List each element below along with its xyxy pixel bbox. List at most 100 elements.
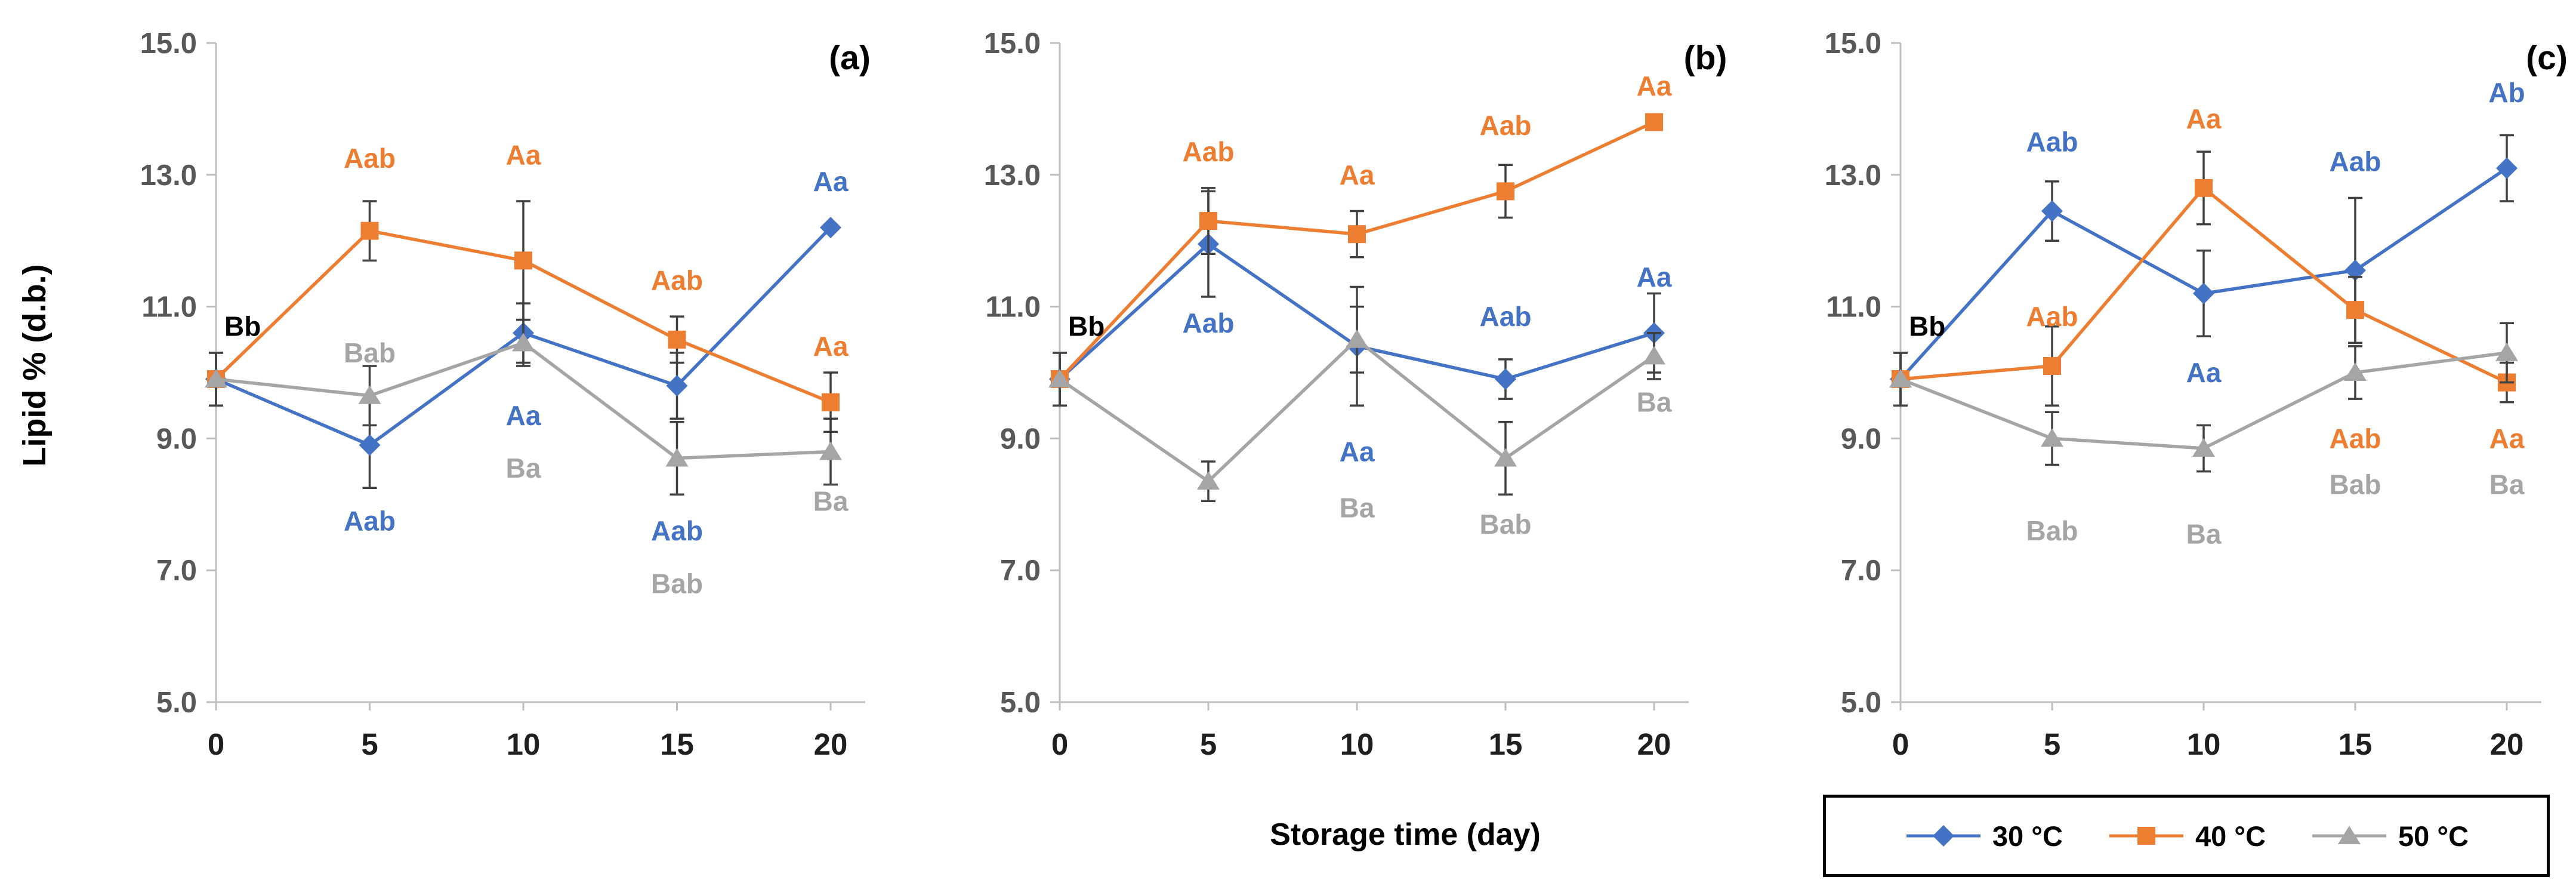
sig-label-Aa: Aa — [1637, 70, 1672, 101]
diamond-marker — [1495, 368, 1516, 390]
x-tick-label-a: 20 — [814, 727, 848, 761]
sig-label-Ba: Ba — [1637, 387, 1672, 418]
sig-label-Aa: Aa — [2186, 357, 2222, 388]
triangle-marker — [819, 441, 842, 460]
diamond-marker — [1932, 825, 1954, 847]
square-marker — [668, 330, 686, 349]
x-tick-label-b: 15 — [1489, 727, 1523, 761]
y-tick-label-a: 9.0 — [156, 423, 197, 455]
triangle-marker — [1494, 448, 1517, 467]
diamond-marker — [2193, 282, 2214, 304]
square-marker — [822, 393, 840, 411]
sig-label-Ba: Ba — [506, 453, 541, 484]
square-marker — [514, 251, 532, 270]
panel-letter-a: (a) — [829, 39, 871, 77]
x-tick-label-c: 5 — [2044, 727, 2060, 761]
sig-label-Aab: Aab — [1183, 307, 1235, 339]
sig-label-Aab: Aab — [2026, 127, 2078, 158]
sig-label-Bab: Bab — [1480, 509, 1532, 540]
x-tick-label-b: 10 — [1340, 727, 1374, 761]
triangle-marker — [1643, 346, 1665, 365]
square-marker — [1497, 182, 1514, 201]
y-tick-label-a: 5.0 — [156, 687, 197, 719]
sig-label-Aa: Aa — [1340, 159, 1375, 190]
sig-label-Ba: Ba — [2489, 469, 2525, 500]
series-40C-panel-a — [207, 200, 840, 433]
sig-label-Aa: Aa — [1637, 262, 1672, 293]
diamond-marker — [820, 217, 841, 239]
y-tick-label-b: 13.0 — [984, 159, 1041, 192]
sig-label-Aa: Aa — [506, 140, 541, 171]
sig-label-Aab: Aab — [2330, 423, 2381, 454]
triangle-marker — [358, 385, 381, 404]
series-50C-panel-b — [1048, 305, 1665, 503]
square-marker — [360, 222, 379, 240]
diamond-marker — [359, 434, 381, 456]
y-tick-label-a: 13.0 — [140, 159, 197, 192]
triangle-marker — [2338, 826, 2361, 844]
diamond-marker — [2496, 157, 2518, 179]
legend-label-40c: 40 °C — [2195, 820, 2266, 852]
y-tick-label-b: 11.0 — [985, 291, 1041, 324]
sig-label-Bb: Bb — [1909, 311, 1945, 342]
triangle-marker — [2192, 438, 2215, 457]
sig-label-Aab: Aab — [651, 264, 703, 296]
diamond-marker-icon — [1906, 825, 1980, 847]
legend-label-50c: 50 °C — [2398, 820, 2469, 852]
sig-label-Bb: Bb — [1068, 311, 1105, 342]
sig-label-Aab: Aab — [2330, 146, 2381, 177]
sig-label-Bab: Bab — [651, 568, 703, 599]
legend-label-30c: 30 °C — [1992, 820, 2063, 852]
legend-item-30c: 30 °C — [1904, 820, 2063, 853]
series-40C-panel-c — [1892, 150, 2516, 407]
diamond-marker — [2344, 259, 2366, 281]
sig-label-Ba: Ba — [813, 485, 849, 516]
y-tick-label-a: 7.0 — [156, 555, 197, 587]
sig-label-Aa: Aa — [2186, 103, 2222, 134]
diamond-marker — [666, 375, 688, 397]
triangle-marker — [2344, 362, 2367, 381]
y-tick-label-b: 9.0 — [1000, 423, 1041, 455]
y-tick-label-c: 13.0 — [1825, 159, 1881, 192]
triangle-marker — [665, 448, 689, 467]
sig-label-Bab: Bab — [2026, 515, 2078, 546]
y-axis-title: Lipid % (d.b.) — [17, 264, 53, 467]
sig-label-Aab: Aab — [344, 505, 396, 536]
sig-label-Ba: Ba — [2186, 518, 2222, 549]
series-50C-panel-c — [1889, 322, 2518, 473]
triangle-marker — [1346, 329, 1368, 348]
panel-letter-c: (c) — [2526, 39, 2568, 77]
square-marker — [1199, 212, 1217, 230]
x-tick-label-c: 20 — [2490, 727, 2524, 761]
x-tick-label-a: 10 — [507, 727, 541, 761]
x-tick-label-b: 0 — [1051, 727, 1068, 761]
triangle-marker — [205, 369, 227, 388]
square-marker-icon — [2109, 827, 2183, 845]
chart-panel-b: 5.0 7.0 9.0 11.0 13.0 15.0 0 5 10 15 20 Bb Aab Aab Aa A… — [984, 27, 1727, 761]
square-marker — [1348, 225, 1366, 244]
triangle-marker — [2495, 342, 2518, 361]
y-tick-label-c: 9.0 — [1841, 423, 1881, 455]
triangle-marker — [2041, 428, 2063, 447]
square-marker — [2043, 356, 2061, 375]
sig-label-Aab: Aab — [1480, 110, 1532, 141]
panel-letter-b: (b) — [1684, 39, 1727, 77]
sig-label-Aab: Aab — [2026, 301, 2078, 332]
sig-label-Aab: Aab — [1480, 301, 1532, 332]
y-tick-label-c: 5.0 — [1841, 687, 1881, 719]
diamond-marker — [2041, 200, 2063, 222]
chart-panel-a: 5.0 7.0 9.0 11.0 13.0 15.0 0 5 10 15 20 Bb Aab Bab Aab… — [140, 27, 871, 761]
x-tick-label-c: 15 — [2339, 727, 2373, 761]
x-axis-title: Storage time (day) — [1270, 817, 1541, 852]
x-tick-label-a: 5 — [361, 727, 378, 761]
x-tick-label-b: 5 — [1200, 727, 1217, 761]
sig-label-Aab: Aab — [651, 515, 703, 546]
sig-label-Ab: Ab — [2488, 77, 2525, 108]
sig-label-Aa: Aa — [813, 166, 849, 197]
sig-label-Bab: Bab — [344, 337, 396, 368]
sig-label-Aa: Aa — [1340, 436, 1375, 467]
square-marker — [2195, 179, 2213, 197]
series-50C-panel-a — [205, 318, 842, 496]
